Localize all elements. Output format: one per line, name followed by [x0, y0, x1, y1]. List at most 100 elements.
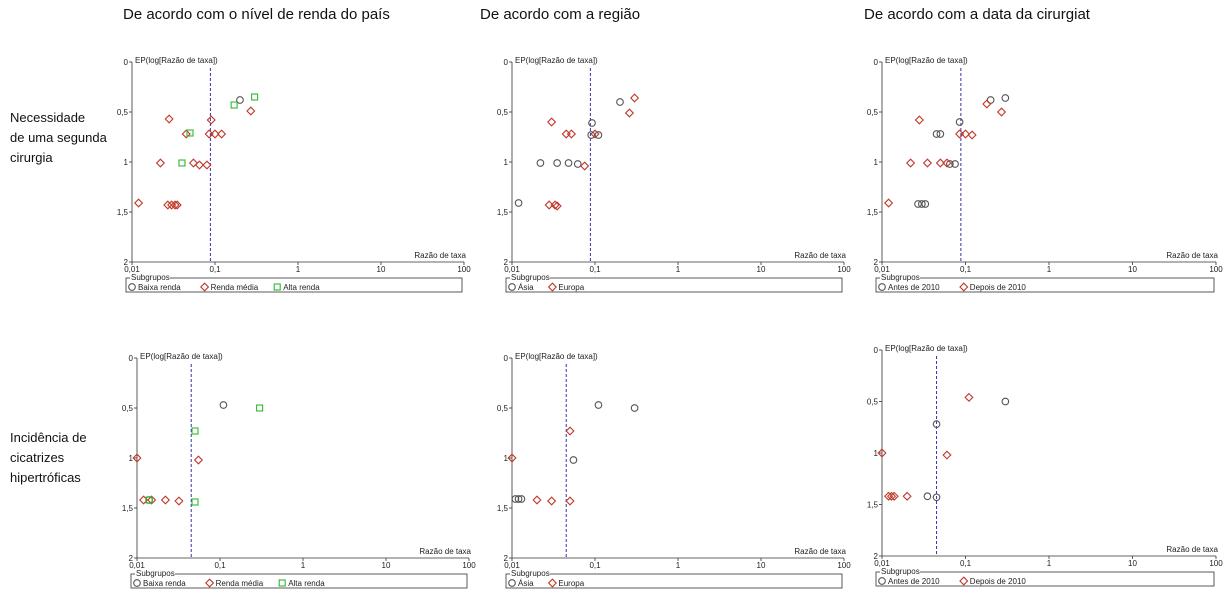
- data-point: [590, 129, 600, 139]
- data-point: [935, 158, 945, 168]
- legend-marker: [133, 579, 141, 587]
- data-point: [569, 456, 578, 464]
- y-tick-label: 1,5: [867, 501, 879, 510]
- column-title-date: De acordo com a data da cirurgiat: [864, 6, 1090, 23]
- data-point: [902, 491, 912, 501]
- legend-marker: [205, 578, 215, 588]
- data-point: [202, 160, 212, 170]
- x-tick-label: 1: [676, 265, 681, 274]
- legend-entry-label: Renda média: [211, 283, 259, 292]
- legend-marker: [128, 283, 136, 291]
- y-tick-label: 1: [504, 454, 509, 463]
- y-axis-label: EP(log[Razão de taxa]): [140, 352, 223, 361]
- legend-marker: [959, 282, 969, 292]
- data-point: [587, 131, 596, 139]
- data-point: [630, 93, 640, 103]
- x-tick-label: 10: [382, 561, 391, 570]
- data-point: [210, 129, 220, 139]
- legend-title-bg: [510, 569, 550, 577]
- funnel-plot-date-scars: 0 0,5 1 1,5 20,01 0,1 1 10 100 EP(log[Razão de ta…: [867, 344, 1223, 587]
- y-tick-label: 0: [504, 58, 509, 67]
- x-tick-label: 0,01: [874, 559, 890, 568]
- data-point: [147, 495, 157, 505]
- y-tick-label: 1: [504, 158, 509, 167]
- legend-title-bg: [510, 273, 550, 281]
- data-point: [951, 160, 959, 168]
- data-point: [178, 159, 186, 167]
- x-tick-label: 0,01: [129, 561, 145, 570]
- legend-marker: [278, 579, 286, 587]
- series-circle: [145, 401, 228, 504]
- x-tick-label: 1: [1047, 559, 1052, 568]
- data-point: [251, 93, 259, 101]
- x-tick-label: 1: [676, 561, 681, 570]
- y-tick-label: 2: [124, 258, 129, 267]
- legend-marker: [959, 576, 969, 586]
- data-point: [514, 199, 523, 207]
- data-point: [616, 98, 624, 106]
- y-tick-label: 2: [129, 554, 134, 563]
- data-point: [932, 130, 941, 138]
- data-point: [964, 392, 974, 402]
- data-point: [170, 200, 180, 210]
- series-circle: [514, 98, 624, 207]
- x-axis-label: Razão de taxa: [414, 251, 466, 260]
- data-point: [236, 96, 244, 104]
- data-point: [996, 107, 1007, 117]
- legend-box: [505, 573, 843, 589]
- data-point: [507, 453, 517, 463]
- legend-marker: [878, 577, 886, 585]
- legend-title: Subgrupos: [511, 273, 550, 282]
- y-tick-label: 0,5: [867, 108, 879, 117]
- x-tick-label: 10: [1128, 265, 1137, 274]
- data-point: [922, 158, 933, 168]
- row-label-line: cicatrizes: [10, 450, 65, 465]
- data-point: [923, 492, 932, 501]
- y-tick-label: 0,5: [117, 108, 129, 117]
- y-tick-label: 2: [874, 258, 879, 267]
- x-tick-label: 1: [1047, 265, 1052, 274]
- x-tick-label: 10: [1128, 559, 1137, 568]
- data-point: [955, 118, 964, 126]
- data-point: [163, 200, 173, 210]
- y-tick-label: 0,5: [867, 398, 879, 407]
- legend-title-bg: [880, 273, 920, 281]
- y-tick-label: 1: [874, 158, 879, 167]
- legend-box: [125, 277, 463, 293]
- data-point: [164, 114, 174, 124]
- data-point: [246, 106, 256, 116]
- data-point: [914, 200, 922, 208]
- x-tick-label: 10: [377, 265, 386, 274]
- x-tick-label: 10: [757, 561, 766, 570]
- legend-title-bg: [880, 567, 920, 575]
- data-point: [566, 129, 577, 139]
- y-axis-label: EP(log[Razão de taxa]): [515, 56, 598, 65]
- x-tick-label: 0,1: [209, 265, 221, 274]
- data-point: [155, 158, 165, 168]
- data-point: [917, 200, 926, 208]
- data-point: [550, 200, 560, 210]
- data-point: [219, 401, 228, 409]
- x-tick-label: 100: [457, 265, 471, 274]
- data-point: [886, 491, 897, 501]
- series-diamond: [877, 392, 974, 501]
- row-label-line: de uma segunda: [10, 130, 107, 145]
- data-point: [174, 496, 184, 506]
- y-tick-label: 1: [129, 454, 134, 463]
- y-tick-label: 0,5: [497, 108, 509, 117]
- y-tick-label: 1,5: [497, 208, 509, 217]
- x-tick-label: 0,01: [874, 265, 890, 274]
- legend-title-bg: [130, 273, 170, 281]
- data-point: [565, 496, 575, 506]
- data-point: [564, 159, 573, 167]
- data-point: [932, 493, 941, 502]
- legend-entry-label: Europa: [558, 579, 584, 588]
- y-tick-label: 2: [504, 258, 509, 267]
- series-diamond: [507, 426, 575, 506]
- funnel-plot-income-scars: 0 0,5 1 1,5 20,01 0,1 1 10 100 EP(log[Razão de ta…: [122, 352, 476, 589]
- legend-entry-label: Antes de 2010: [888, 283, 940, 292]
- data-point: [172, 200, 182, 210]
- x-tick-label: 0,1: [960, 265, 972, 274]
- series-diamond: [544, 93, 640, 211]
- legend-entry-label: Alta renda: [283, 283, 320, 292]
